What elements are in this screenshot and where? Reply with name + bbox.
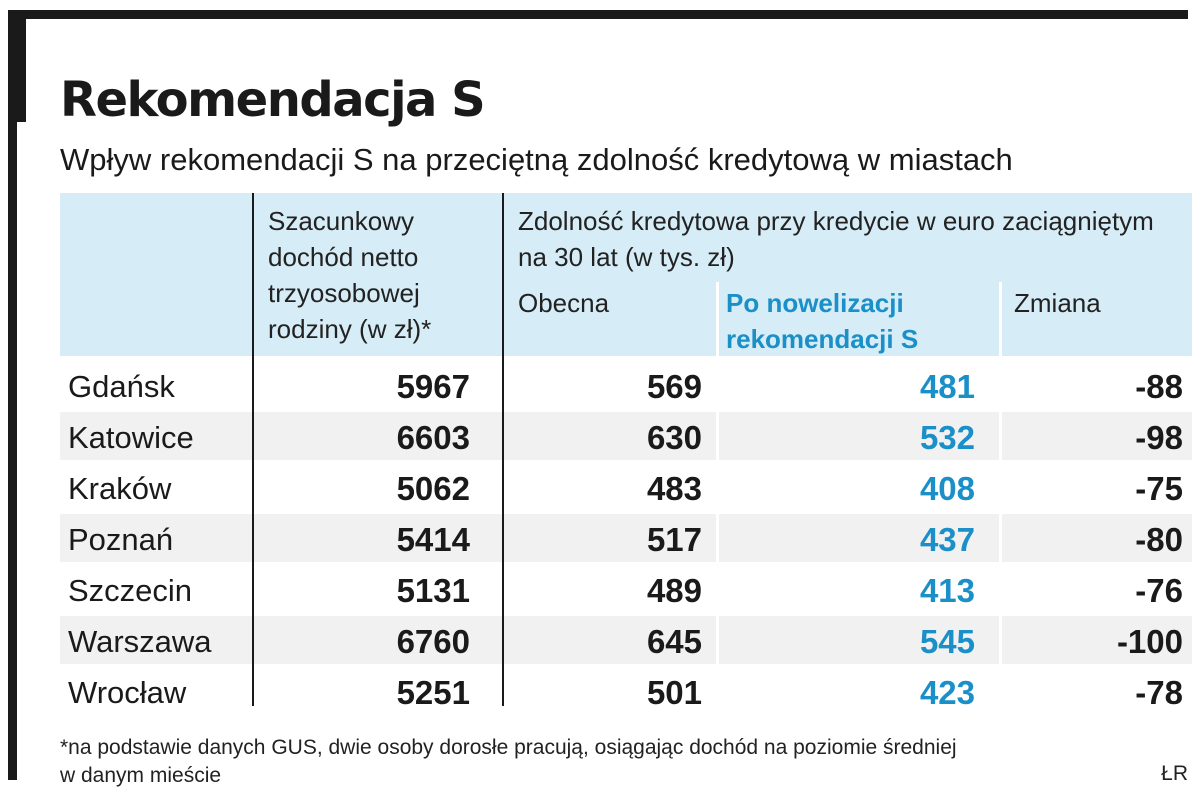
chart-title: Rekomendacja S	[60, 72, 486, 128]
cell-after: 532	[919, 419, 975, 456]
cell-income: 5131	[396, 572, 470, 609]
cell-city: Warszawa	[68, 624, 212, 659]
header-current: Obecna	[518, 288, 610, 318]
frame-top-bar	[8, 10, 1188, 19]
cell-change: -75	[1135, 470, 1183, 507]
cell-city: Gdańsk	[68, 369, 175, 404]
cell-city: Szczecin	[68, 573, 193, 608]
cell-current: 483	[646, 470, 702, 507]
cell-after: 413	[919, 572, 975, 609]
table-row: Gdańsk 5967 569 481 -88	[60, 361, 1192, 412]
header-change: Zmiana	[1014, 288, 1101, 318]
cell-change: -78	[1135, 674, 1183, 711]
cell-change: -76	[1135, 572, 1183, 609]
header-credit-group: Zdolność kredytowa przy kredycie w euro …	[518, 206, 1154, 272]
cell-current: 501	[646, 674, 702, 711]
column-divider-header	[999, 282, 1002, 356]
cell-after: 437	[919, 521, 975, 558]
table-row: Warszawa 6760 645 545 -100	[60, 616, 1192, 667]
cell-city: Wrocław	[68, 675, 187, 710]
cell-change: -100	[1116, 623, 1183, 660]
cell-income: 5414	[396, 521, 470, 558]
column-divider-body	[999, 356, 1002, 706]
frame-left-bar	[8, 10, 17, 780]
cell-change: -98	[1135, 419, 1183, 456]
column-divider-header	[716, 282, 719, 356]
header-income: Szacunkowy dochód netto trzyosobowej rod…	[268, 206, 432, 344]
cell-city: Katowice	[68, 420, 194, 455]
cell-after: 545	[919, 623, 975, 660]
cell-income: 5967	[396, 368, 470, 405]
table-header-band	[60, 193, 1192, 356]
cell-income: 5062	[396, 470, 470, 507]
cell-current: 489	[646, 572, 702, 609]
cell-income: 5251	[396, 674, 470, 711]
table-row: Kraków 5062 483 408 -75	[60, 463, 1192, 514]
cell-change: -80	[1135, 521, 1183, 558]
row-stripe	[60, 514, 1192, 562]
cell-after: 481	[919, 368, 975, 405]
cell-change: -88	[1135, 368, 1183, 405]
cell-income: 6603	[396, 419, 470, 456]
cell-city: Poznań	[68, 522, 174, 557]
table-row: Poznań 5414 517 437 -80	[60, 514, 1192, 565]
cell-after: 423	[919, 674, 975, 711]
row-stripe	[60, 616, 1192, 664]
cell-income: 6760	[396, 623, 470, 660]
table-row: Katowice 6603 630 532 -98	[60, 412, 1192, 463]
cell-current: 630	[646, 419, 702, 456]
cell-city: Kraków	[68, 471, 172, 506]
chart-subtitle: Wpływ rekomendacji S na przeciętną zdoln…	[60, 142, 1013, 177]
column-divider	[252, 193, 254, 706]
column-divider-body	[716, 356, 719, 706]
table-row: Wrocław 5251 501 423 -78	[60, 667, 1192, 718]
cell-current: 517	[646, 521, 702, 558]
cell-current: 645	[646, 623, 702, 660]
author-credit: ŁR	[1161, 762, 1188, 785]
table-row: Szczecin 5131 489 413 -76	[60, 565, 1192, 616]
cell-current: 569	[646, 368, 702, 405]
header-after: Po nowelizacji rekomendacji S	[726, 288, 919, 354]
row-stripe	[60, 412, 1192, 460]
footnote: *na podstawie danych GUS, dwie osoby dor…	[60, 736, 957, 787]
cell-after: 408	[919, 470, 975, 507]
column-divider	[502, 193, 504, 706]
